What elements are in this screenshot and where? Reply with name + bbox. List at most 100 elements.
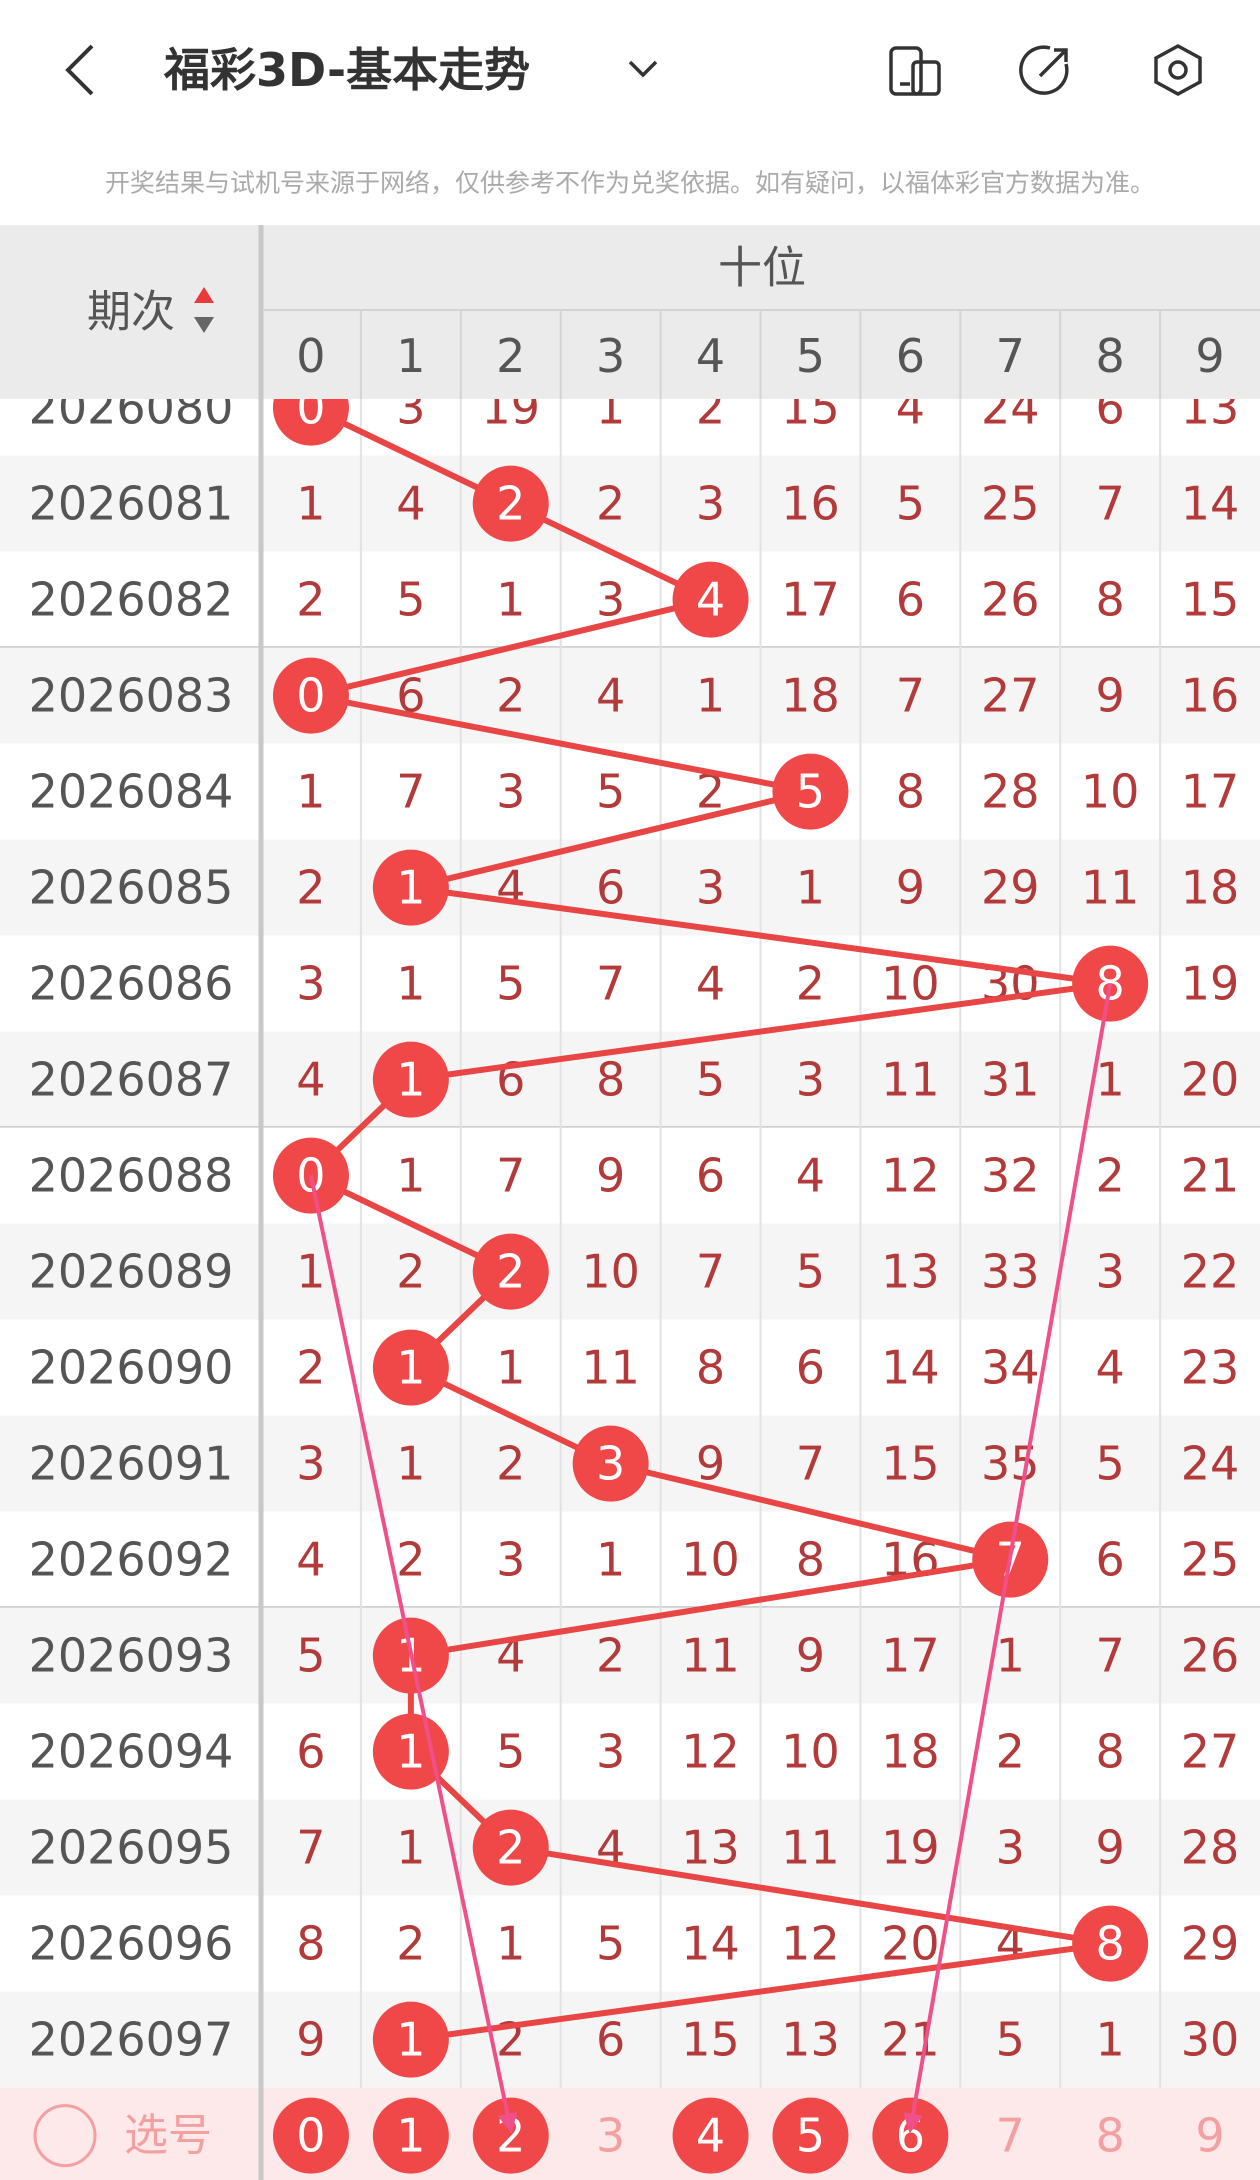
- omission-count: 3: [1096, 1245, 1125, 1299]
- selection-label: 选号: [124, 2110, 212, 2161]
- selected-ball[interactable]: [772, 2097, 849, 2174]
- omission-count: 10: [881, 957, 940, 1011]
- selected-digit[interactable]: 4: [696, 2109, 725, 2163]
- digit-header: 0: [296, 329, 325, 383]
- title-dropdown[interactable]: [628, 60, 658, 78]
- omission-count: 1: [396, 1821, 425, 1875]
- digit-header: 4: [696, 329, 725, 383]
- omission-count: 5: [596, 1917, 625, 1971]
- omission-count: 19: [1181, 957, 1240, 1011]
- selected-digit[interactable]: 2: [496, 2109, 525, 2163]
- unselected-digit[interactable]: 9: [1195, 2109, 1224, 2163]
- hit-number: 0: [296, 669, 325, 723]
- omission-count: 31: [981, 1053, 1040, 1107]
- row-background: [0, 1223, 1260, 1320]
- selected-ball[interactable]: [872, 2097, 949, 2174]
- omission-count: 8: [596, 1053, 625, 1107]
- group-header: 十位: [718, 243, 806, 294]
- omission-count: 28: [1181, 1821, 1240, 1875]
- selected-digit[interactable]: 5: [796, 2109, 825, 2163]
- omission-count: 18: [881, 1725, 940, 1779]
- omission-count: 6: [596, 861, 625, 915]
- omission-count: 6: [596, 2013, 625, 2067]
- selected-digit[interactable]: 0: [296, 2109, 325, 2163]
- omission-count: 18: [781, 669, 840, 723]
- omission-count: 20: [1181, 1053, 1240, 1107]
- selected-ball[interactable]: [372, 2097, 449, 2174]
- omission-count: 3: [496, 1533, 525, 1587]
- omission-count: 1: [296, 1245, 325, 1299]
- omission-count: 3: [796, 1053, 825, 1107]
- period: 2026094: [29, 1725, 234, 1779]
- hit-number: 2: [496, 477, 525, 531]
- selected-ball[interactable]: [672, 2097, 749, 2174]
- omission-count: 27: [981, 669, 1040, 723]
- hit-ball: [272, 657, 349, 734]
- layout-button[interactable]: [889, 46, 941, 96]
- period: 2026082: [29, 573, 234, 627]
- omission-count: 26: [981, 573, 1040, 627]
- select-all-toggle[interactable]: [33, 2104, 97, 2168]
- omission-count: 28: [981, 765, 1040, 819]
- digit-header: 9: [1195, 329, 1224, 383]
- omission-count: 10: [581, 1245, 640, 1299]
- omission-count: 2: [596, 1629, 625, 1683]
- period: 2026087: [29, 1053, 234, 1107]
- selected-ball[interactable]: [472, 2097, 549, 2174]
- omission-count: 3: [596, 573, 625, 627]
- omission-count: 8: [796, 1533, 825, 1587]
- hit-ball: [472, 1809, 549, 1886]
- omission-count: 5: [596, 765, 625, 819]
- omission-count: 1: [296, 765, 325, 819]
- omission-count: 3: [996, 1821, 1025, 1875]
- omission-count: 5: [496, 1725, 525, 1779]
- period: 2026095: [29, 1821, 234, 1875]
- omission-count: 7: [1096, 1629, 1125, 1683]
- omission-count: 9: [1096, 1821, 1125, 1875]
- unselected-digit[interactable]: 3: [596, 2109, 625, 2163]
- omission-count: 2: [296, 573, 325, 627]
- omission-count: 1: [396, 957, 425, 1011]
- top-area: 福彩3D-基本走势 开奖结果与试机号来源于网络，仅供参考不作为兑奖依据。如有疑问…: [0, 0, 1260, 225]
- omission-count: 20: [881, 1917, 940, 1971]
- omission-count: 5: [1096, 1437, 1125, 1491]
- omission-count: 11: [681, 1629, 740, 1683]
- unselected-digit[interactable]: 7: [996, 2109, 1025, 2163]
- omission-count: 4: [1096, 1341, 1125, 1395]
- digit-header: 8: [1096, 329, 1125, 383]
- settings-button[interactable]: [1154, 44, 1202, 96]
- period: 2026086: [29, 957, 234, 1011]
- hit-number: 1: [396, 1725, 425, 1779]
- unselected-digit[interactable]: 8: [1096, 2109, 1125, 2163]
- back-button[interactable]: [65, 44, 94, 96]
- omission-count: 29: [1181, 1917, 1240, 1971]
- omission-count: 10: [781, 1725, 840, 1779]
- row-background: [0, 647, 1260, 744]
- hit-ball: [372, 849, 449, 926]
- omission-count: 13: [881, 1245, 940, 1299]
- selected-ball[interactable]: [272, 2097, 349, 2174]
- table-header: 期次 十位 0 1 2 3 4 5 6 7 8 9: [0, 225, 1260, 399]
- omission-count: 4: [296, 1053, 325, 1107]
- prediction-arrow: [308, 1175, 518, 2134]
- selected-digit[interactable]: 1: [396, 2109, 425, 2163]
- omission-count: 8: [896, 765, 925, 819]
- omission-count: 3: [596, 1725, 625, 1779]
- omission-count: 5: [896, 477, 925, 531]
- omission-count: 34: [981, 1341, 1040, 1395]
- omission-count: 6: [896, 573, 925, 627]
- sort-toggle[interactable]: [194, 287, 214, 333]
- omission-count: 3: [296, 1437, 325, 1491]
- period-header: 期次: [87, 287, 175, 338]
- hit-number: 1: [396, 1341, 425, 1395]
- selected-digit[interactable]: 6: [896, 2109, 925, 2163]
- share-button[interactable]: [1019, 45, 1069, 95]
- omission-count: 2: [796, 957, 825, 1011]
- digit-header: 3: [596, 329, 625, 383]
- row-background: [0, 1703, 1260, 1800]
- omission-count: 22: [1181, 1245, 1240, 1299]
- hit-number: 2: [496, 1245, 525, 1299]
- selection-row: 选号 0 1 2 3 4 5 6 7 8 9: [0, 983, 1260, 2180]
- omission-count: 7: [596, 957, 625, 1011]
- hit-ball: [372, 1329, 449, 1406]
